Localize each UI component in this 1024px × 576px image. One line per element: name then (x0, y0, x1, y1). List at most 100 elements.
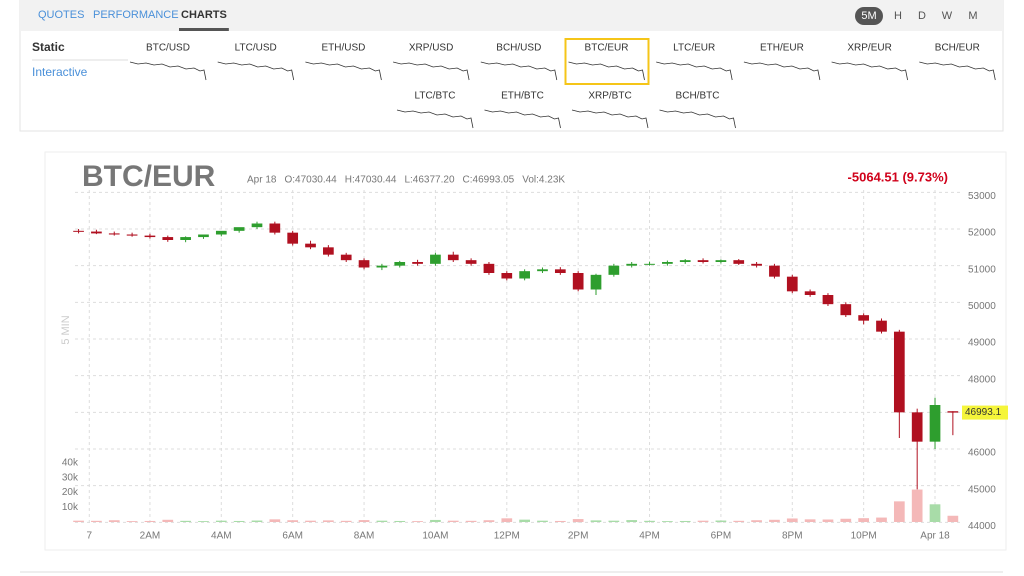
volume-bar (733, 520, 745, 522)
volume-bar (751, 520, 762, 522)
candle-body (840, 304, 852, 316)
interval-button[interactable]: M (968, 10, 977, 22)
candle-body (73, 230, 84, 232)
volume-bar (501, 518, 513, 522)
volume-bar (305, 520, 316, 522)
candle-body (447, 254, 459, 261)
pair-label[interactable]: LTC/EUR (673, 43, 715, 54)
pair-label[interactable]: LTC/USD (235, 43, 277, 54)
interval-button[interactable]: H (894, 10, 902, 22)
last-price-label: 46993.1 (965, 407, 1002, 418)
volume-bar (537, 520, 548, 522)
x-tick-label: Apr 18 (920, 531, 950, 542)
candle-body (91, 231, 102, 234)
sparkline (217, 61, 295, 81)
candle-body (108, 233, 120, 235)
volume-bar (893, 501, 905, 522)
ohlc-info: C:46993.05 (463, 175, 515, 186)
volume-bar (929, 504, 941, 522)
volume-bar (376, 520, 388, 522)
volume-bar (662, 521, 673, 522)
volume-bar (554, 520, 566, 522)
candle-body (340, 254, 352, 261)
candle-body (430, 254, 441, 264)
volume-bar (340, 520, 352, 522)
candle-body (144, 235, 156, 238)
volume-bar (126, 521, 138, 522)
tab-underline (179, 28, 229, 31)
volume-tick-label: 30k (62, 472, 79, 483)
candle-body (358, 260, 370, 268)
candle-body (180, 237, 191, 240)
candle-body (554, 269, 566, 273)
pair-label[interactable]: BCH/EUR (935, 43, 980, 54)
interval-button[interactable]: W (942, 10, 953, 22)
volume-bar (822, 519, 834, 522)
volume-bar (447, 520, 459, 522)
x-tick-label: 8PM (782, 531, 803, 542)
pair-label[interactable]: LTC/BTC (415, 91, 456, 102)
interval-pill (855, 7, 883, 25)
candle-body (126, 234, 138, 236)
sparkline (129, 61, 207, 81)
candle-body (751, 263, 762, 266)
watermark: 5 MIN (60, 315, 72, 344)
sparkline (396, 109, 474, 129)
volume-bar (394, 520, 406, 522)
pair-label[interactable]: ETH/BTC (501, 91, 544, 102)
pair-label[interactable]: XRP/BTC (588, 91, 631, 102)
selected-thumb (564, 38, 650, 85)
candle-body (697, 260, 709, 262)
sparkline (919, 61, 996, 81)
volume-bar (626, 520, 638, 522)
volume-bar (358, 520, 370, 522)
nav-tab[interactable]: QUOTES (38, 9, 84, 21)
volume-bar (840, 518, 852, 522)
sidebar-item[interactable]: Static (32, 40, 65, 54)
candle-body (162, 237, 174, 240)
volume-bar (947, 515, 959, 522)
y-tick-label: 50000 (968, 301, 996, 312)
volume-bar (644, 520, 655, 522)
pair-label[interactable]: BTC/USD (146, 43, 190, 54)
interval-button[interactable]: D (918, 10, 926, 22)
volume-bar (804, 519, 816, 522)
pair-label[interactable]: BCH/BTC (676, 91, 720, 102)
candle-body (769, 265, 780, 277)
nav-tab[interactable]: CHARTS (181, 9, 227, 21)
interval-button[interactable]: 5M (861, 10, 876, 22)
volume-bar (590, 520, 602, 522)
candle-body (305, 243, 316, 248)
pair-label[interactable]: ETH/EUR (760, 43, 804, 54)
pair-label[interactable]: ETH/USD (321, 43, 365, 54)
pair-label[interactable]: XRP/USD (409, 43, 453, 54)
volume-bar (608, 520, 620, 522)
tab-bar (20, 0, 1003, 31)
pair-label[interactable]: XRP/EUR (847, 43, 891, 54)
sidebar-item[interactable]: Interactive (32, 65, 88, 79)
candle-body (287, 232, 299, 244)
pair-label[interactable]: BCH/USD (496, 43, 541, 54)
pair-label[interactable]: BTC/EUR (585, 43, 629, 54)
volume-bar (858, 518, 870, 522)
x-tick-label: 12PM (494, 531, 520, 542)
volume-bar (180, 520, 191, 522)
nav-tab[interactable]: PERFORMANCE (93, 9, 179, 21)
y-tick-label: 44000 (968, 521, 996, 532)
candle-body (323, 247, 334, 255)
volume-bar (465, 520, 477, 522)
sparkline (484, 109, 561, 129)
volume-bar (679, 520, 691, 522)
candle-body (679, 260, 691, 262)
x-tick-label: 4AM (211, 531, 232, 542)
candle-body (572, 273, 584, 290)
candle-body (804, 291, 816, 295)
volume-bar (198, 521, 209, 522)
volume-bar (786, 518, 798, 522)
volume-bar (769, 519, 780, 522)
candle-body (911, 412, 923, 442)
x-tick-label: 10AM (422, 531, 448, 542)
candle-body (858, 315, 870, 321)
sparkline (571, 109, 649, 129)
